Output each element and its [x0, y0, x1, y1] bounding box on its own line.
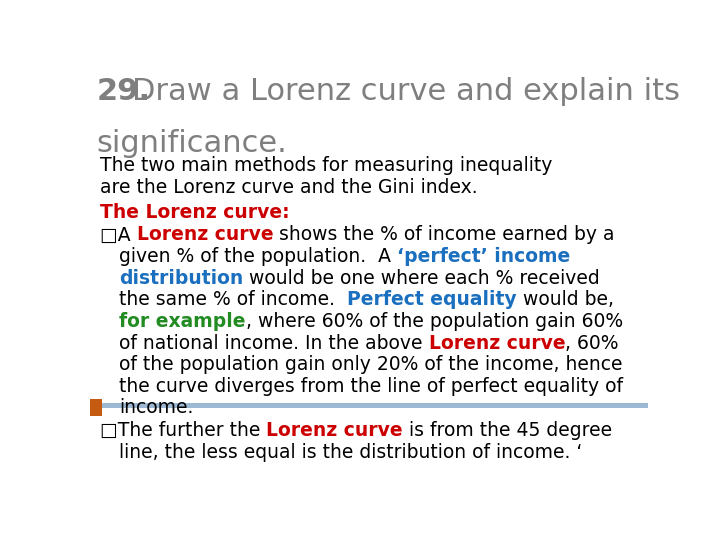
- Text: line, the less equal is the distribution of income. ‘: line, the less equal is the distribution…: [119, 443, 582, 462]
- Text: given % of the population.  A: given % of the population. A: [119, 247, 397, 266]
- Text: Lorenz curve: Lorenz curve: [137, 226, 274, 245]
- Text: □The further the: □The further the: [100, 421, 266, 440]
- Text: would be one where each % received: would be one where each % received: [243, 269, 600, 288]
- Text: The Lorenz curve:: The Lorenz curve:: [100, 202, 289, 222]
- Text: the same % of income.: the same % of income.: [119, 291, 347, 309]
- Text: would be,: would be,: [517, 291, 613, 309]
- Text: Draw a Lorenz curve and explain its: Draw a Lorenz curve and explain its: [132, 77, 680, 106]
- Text: distribution: distribution: [119, 269, 243, 288]
- Text: 29.: 29.: [96, 77, 150, 106]
- Text: significance.: significance.: [96, 129, 287, 158]
- Text: of the population gain only 20% of the income, hence: of the population gain only 20% of the i…: [119, 355, 623, 374]
- Bar: [90, 399, 102, 416]
- Text: shows the % of income earned by a: shows the % of income earned by a: [274, 226, 615, 245]
- Text: are the Lorenz curve and the Gini index.: are the Lorenz curve and the Gini index.: [100, 178, 477, 197]
- Text: Lorenz curve: Lorenz curve: [428, 334, 565, 353]
- Text: the curve diverges from the line of perfect equality of: the curve diverges from the line of perf…: [119, 377, 623, 396]
- Text: ‘perfect’ income: ‘perfect’ income: [397, 247, 570, 266]
- Text: , where 60% of the population gain 60%: , where 60% of the population gain 60%: [246, 312, 623, 331]
- Text: The two main methods for measuring inequality: The two main methods for measuring inequ…: [100, 156, 552, 176]
- Text: □A: □A: [100, 226, 137, 245]
- Text: , 60%: , 60%: [565, 334, 618, 353]
- Text: income.: income.: [119, 399, 194, 417]
- Bar: [90, 403, 648, 408]
- Text: is from the 45 degree: is from the 45 degree: [403, 421, 612, 440]
- Text: Lorenz curve: Lorenz curve: [266, 421, 403, 440]
- Text: Perfect equality: Perfect equality: [347, 291, 517, 309]
- Text: of national income. In the above: of national income. In the above: [119, 334, 428, 353]
- Text: for example: for example: [119, 312, 246, 331]
